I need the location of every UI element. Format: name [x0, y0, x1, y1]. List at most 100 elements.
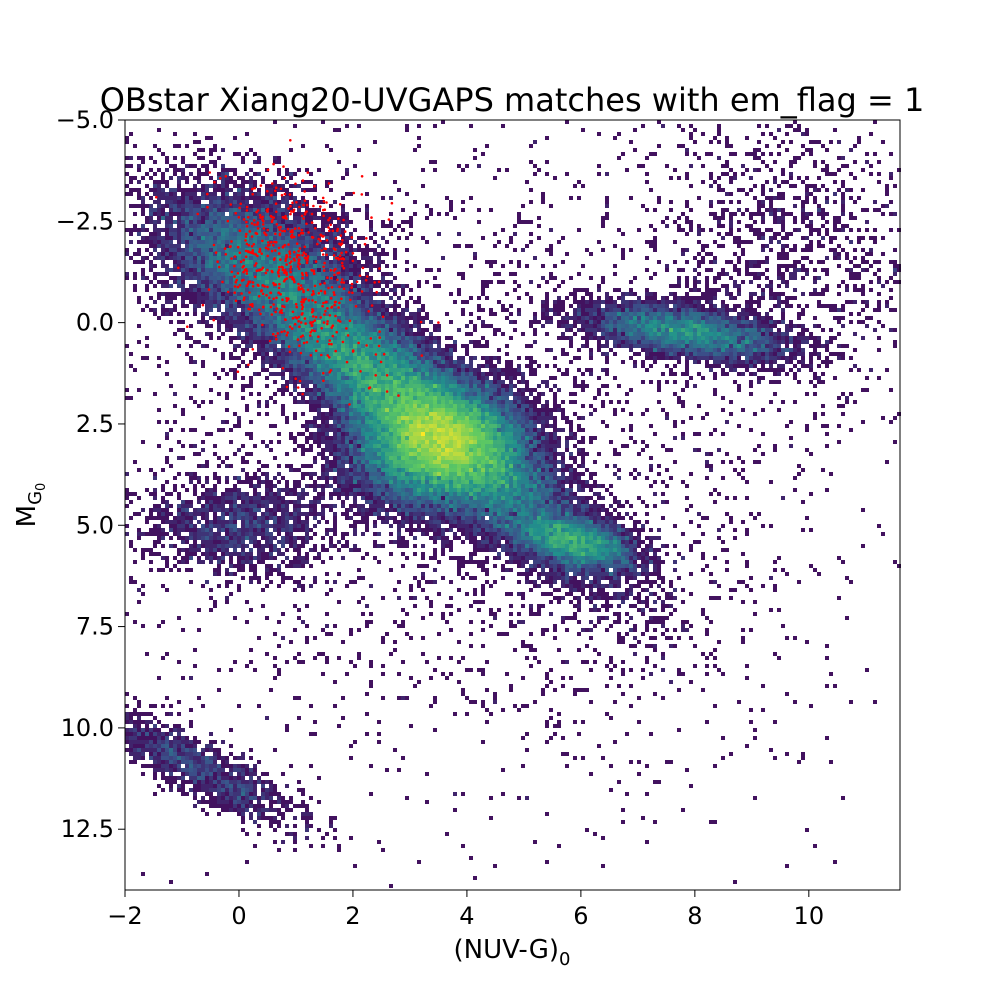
- density-cell: [205, 216, 209, 220]
- density-cell: [481, 372, 485, 376]
- density-cell: [197, 260, 201, 264]
- density-cell: [457, 328, 461, 332]
- density-cell: [293, 372, 297, 376]
- density-cell: [429, 372, 433, 376]
- density-cell: [373, 340, 377, 344]
- density-cell: [769, 340, 773, 344]
- density-cell: [225, 216, 229, 220]
- density-cell: [241, 352, 245, 356]
- density-cell: [589, 336, 593, 340]
- density-cell: [313, 212, 317, 216]
- density-cell: [181, 208, 185, 212]
- density-cell: [161, 208, 165, 212]
- density-cell: [337, 328, 341, 332]
- density-cell: [793, 348, 797, 352]
- density-cell: [633, 360, 637, 364]
- density-cell: [289, 232, 293, 236]
- density-cell: [309, 232, 313, 236]
- density-cell: [125, 344, 129, 348]
- density-cell: [673, 332, 677, 336]
- density-cell: [189, 268, 193, 272]
- density-cell: [177, 196, 181, 200]
- density-cell: [225, 304, 229, 308]
- density-cell: [809, 332, 813, 336]
- density-cell: [685, 232, 689, 236]
- density-cell: [781, 196, 785, 200]
- density-cell: [269, 244, 273, 248]
- density-cell: [677, 224, 681, 228]
- density-cell: [761, 184, 765, 188]
- density-cell: [697, 336, 701, 340]
- density-cell: [221, 192, 225, 196]
- density-cell: [125, 248, 129, 252]
- density-cell: [817, 276, 821, 280]
- density-cell: [181, 156, 185, 160]
- density-cell: [669, 372, 673, 376]
- density-cell: [597, 308, 601, 312]
- density-cell: [405, 320, 409, 324]
- density-cell: [541, 264, 545, 268]
- density-cell: [197, 200, 201, 204]
- density-cell: [261, 204, 265, 208]
- density-cell: [217, 296, 221, 300]
- density-cell: [693, 140, 697, 144]
- density-cell: [345, 336, 349, 340]
- density-cell: [349, 340, 353, 344]
- density-cell: [345, 308, 349, 312]
- density-cell: [549, 376, 553, 380]
- density-cell: [489, 368, 493, 372]
- density-cell: [273, 276, 277, 280]
- density-cell: [229, 188, 233, 192]
- density-cell: [345, 216, 349, 220]
- density-cell: [657, 144, 661, 148]
- density-cell: [773, 304, 777, 308]
- density-cell: [681, 296, 685, 300]
- density-cell: [265, 260, 269, 264]
- density-cell: [201, 232, 205, 236]
- density-cell: [261, 312, 265, 316]
- density-cell: [365, 368, 369, 372]
- density-cell: [569, 360, 573, 364]
- density-cell: [725, 140, 729, 144]
- density-cell: [177, 260, 181, 264]
- density-cell: [653, 340, 657, 344]
- density-cell: [597, 328, 601, 332]
- density-cell: [257, 320, 261, 324]
- density-cell: [617, 324, 621, 328]
- density-cell: [757, 348, 761, 352]
- density-cell: [321, 324, 325, 328]
- density-cell: [149, 264, 153, 268]
- density-cell: [425, 344, 429, 348]
- density-cell: [661, 336, 665, 340]
- density-cell: [605, 324, 609, 328]
- density-cell: [345, 260, 349, 264]
- density-cell: [757, 340, 761, 344]
- density-cell: [373, 232, 377, 236]
- density-cell: [365, 280, 369, 284]
- density-cell: [285, 192, 289, 196]
- density-cell: [197, 212, 201, 216]
- density-cell: [545, 364, 549, 368]
- density-cell: [265, 296, 269, 300]
- density-cell: [305, 212, 309, 216]
- density-cell: [433, 364, 437, 368]
- density-cell: [389, 212, 393, 216]
- density-cell: [305, 280, 309, 284]
- density-cell: [761, 212, 765, 216]
- density-cell: [705, 316, 709, 320]
- density-cell: [473, 376, 477, 380]
- density-cell: [357, 264, 361, 268]
- density-cell: [593, 316, 597, 320]
- density-cell: [605, 196, 609, 200]
- density-cell: [157, 280, 161, 284]
- density-cell: [833, 220, 837, 224]
- density-cell: [697, 232, 701, 236]
- density-cell: [697, 240, 701, 244]
- density-cell: [837, 256, 841, 260]
- density-cell: [357, 308, 361, 312]
- density-cell: [285, 232, 289, 236]
- density-cell: [837, 284, 841, 288]
- density-cell: [217, 212, 221, 216]
- density-cell: [197, 256, 201, 260]
- density-cell: [661, 220, 665, 224]
